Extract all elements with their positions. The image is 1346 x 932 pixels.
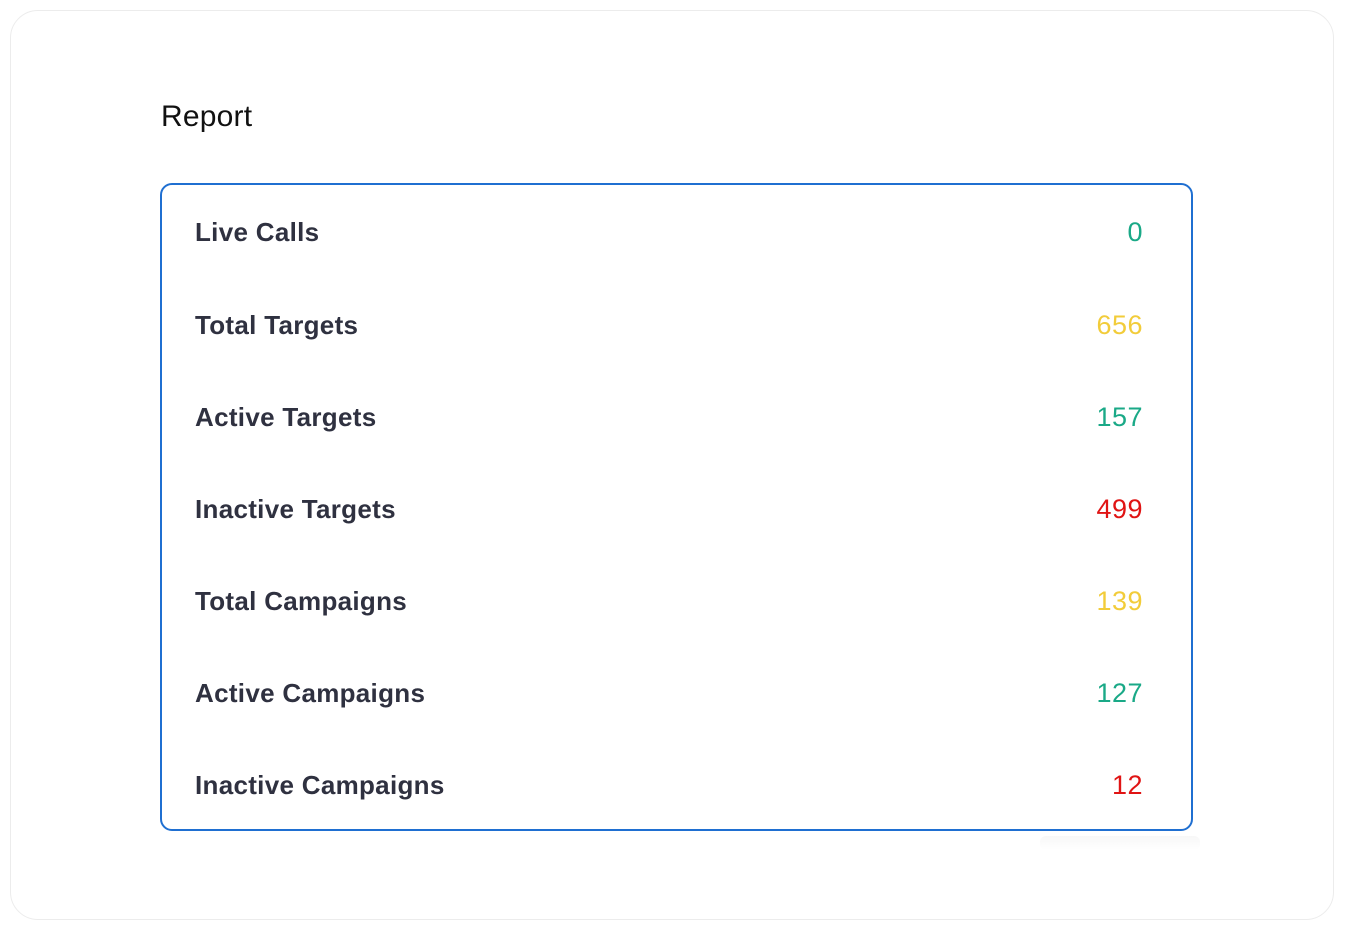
row-label: Live Calls	[195, 216, 320, 247]
row-value: 139	[1096, 585, 1143, 616]
row-label: Inactive Campaigns	[195, 769, 445, 800]
row-label: Active Targets	[195, 401, 377, 432]
row-label: Active Campaigns	[195, 677, 426, 708]
report-row-active-campaigns: Active Campaigns 127	[195, 647, 1143, 739]
report-row-active-targets: Active Targets 157	[195, 371, 1143, 463]
report-row-inactive-campaigns: Inactive Campaigns 12	[195, 739, 1143, 831]
row-label: Inactive Targets	[195, 493, 396, 524]
row-value: 656	[1096, 309, 1143, 340]
row-value: 127	[1096, 677, 1143, 708]
page-title: Report	[161, 100, 253, 133]
report-row-live-calls: Live Calls 0	[195, 185, 1143, 279]
report-row-total-targets: Total Targets 656	[195, 279, 1143, 371]
row-value: 157	[1096, 401, 1143, 432]
row-value: 12	[1111, 769, 1143, 800]
report-row-inactive-targets: Inactive Targets 499	[195, 463, 1143, 555]
row-label: Total Targets	[195, 309, 359, 340]
row-value: 499	[1096, 493, 1143, 524]
report-card: Live Calls 0 Total Targets 656 Active Ta…	[160, 183, 1193, 831]
row-label: Total Campaigns	[195, 585, 408, 616]
card-shadow	[1040, 836, 1200, 850]
row-value: 0	[1127, 216, 1143, 247]
report-row-total-campaigns: Total Campaigns 139	[195, 555, 1143, 647]
